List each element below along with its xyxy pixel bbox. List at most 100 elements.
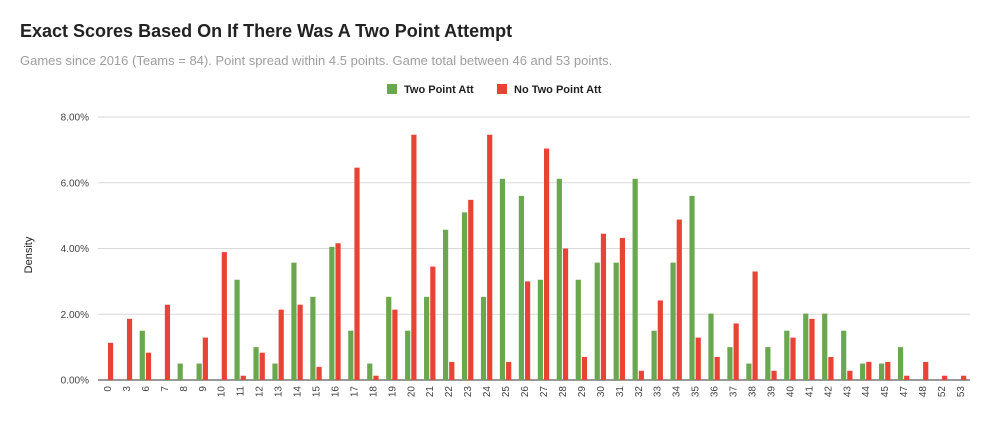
bar-two-point-att (651, 330, 657, 380)
bar-no-two-point-att (657, 300, 663, 380)
bar-no-two-point-att (468, 199, 474, 380)
bar-two-point-att (139, 330, 145, 380)
bar-no-two-point-att (866, 361, 872, 380)
bar-no-two-point-att (202, 337, 208, 380)
x-tick-label: 26 (520, 386, 531, 398)
x-tick-label: 15 (312, 386, 323, 398)
bar-no-two-point-att (392, 309, 398, 380)
x-tick-label: 35 (691, 386, 702, 398)
bar-two-point-att (196, 363, 202, 380)
legend-label-two-point: Two Point Att (404, 84, 474, 96)
bar-no-two-point-att (828, 356, 834, 380)
bar-two-point-att (310, 296, 316, 380)
x-axis-ticks: 0 3 6 7 8 9 10 11 12 13 14 15 16 17 18 19 20 21 22 23 24 25 26… (103, 386, 967, 398)
bar-no-two-point-att (525, 281, 531, 380)
legend: Two Point Att No Two Point Att (387, 84, 602, 96)
bar-two-point-att (708, 313, 714, 380)
bar-two-point-att (822, 313, 828, 380)
bar-no-two-point-att (714, 356, 720, 380)
bar-no-two-point-att (487, 134, 493, 380)
bar-two-point-att (537, 279, 543, 380)
bar-no-two-point-att (297, 304, 303, 380)
bar-two-point-att (613, 262, 619, 380)
x-tick-label: 40 (785, 386, 796, 398)
x-tick-label: 9 (198, 386, 209, 392)
x-tick-label: 12 (255, 386, 266, 398)
bar-two-point-att (841, 330, 847, 380)
x-tick-label: 41 (804, 386, 815, 398)
bar-no-two-point-att (885, 361, 891, 380)
bar-two-point-att (234, 279, 240, 380)
bar-no-two-point-att (619, 237, 626, 380)
x-tick-label: 39 (766, 386, 777, 398)
bar-two-point-att (442, 229, 449, 380)
x-tick-label: 22 (444, 386, 455, 398)
bar-no-two-point-att (506, 361, 512, 380)
x-tick-label: 20 (406, 386, 417, 398)
x-tick-label: 14 (293, 386, 304, 398)
gridlines (98, 116, 970, 381)
bar-two-point-att (424, 296, 430, 380)
bar-no-two-point-att (676, 219, 682, 380)
x-tick-label: 47 (899, 386, 910, 398)
bar-two-point-att (689, 195, 695, 380)
x-tick-label: 38 (748, 386, 759, 398)
bar-two-point-att (386, 296, 392, 380)
x-tick-label: 42 (823, 386, 834, 398)
bar-no-two-point-att (923, 361, 929, 380)
x-tick-label: 17 (349, 386, 360, 398)
bar-two-point-att (177, 363, 183, 380)
y-tick-label: 4.00% (61, 244, 89, 255)
x-tick-label: 3 (122, 386, 133, 392)
chart-subtitle: Games since 2016 (Teams = 84). Point spr… (20, 53, 613, 68)
bar-two-point-att (461, 212, 468, 380)
bar-no-two-point-att (107, 342, 114, 380)
bar-two-point-att (272, 363, 278, 380)
bar-two-point-att (860, 363, 866, 380)
bar-no-two-point-att (562, 248, 569, 380)
x-tick-label: 7 (160, 386, 171, 392)
bar-no-two-point-att (449, 361, 455, 380)
bar-two-point-att (291, 262, 297, 380)
legend-label-no-two-point: No Two Point Att (514, 84, 602, 96)
x-tick-label: 48 (918, 386, 929, 398)
x-tick-label: 52 (937, 386, 948, 398)
x-tick-label: 28 (558, 386, 569, 398)
bar-two-point-att (575, 279, 581, 380)
bar-no-two-point-att (430, 266, 436, 380)
x-tick-label: 10 (217, 386, 228, 398)
bar-two-point-att (518, 195, 525, 380)
x-tick-label: 0 (103, 386, 114, 392)
x-tick-label: 31 (615, 386, 626, 398)
x-tick-label: 36 (710, 386, 721, 398)
x-tick-label: 33 (653, 386, 664, 398)
x-tick-label: 32 (634, 386, 645, 398)
y-tick-label: 6.00% (61, 178, 89, 189)
bar-two-point-att (746, 363, 752, 380)
bar-two-point-att (480, 296, 487, 380)
bar-two-point-att (784, 330, 790, 380)
bar-no-two-point-att (145, 352, 152, 380)
bar-no-two-point-att (126, 318, 133, 380)
bar-no-two-point-att (752, 271, 758, 380)
bar-no-two-point-att (259, 352, 265, 380)
x-tick-label: 30 (596, 386, 607, 398)
x-tick-label: 21 (425, 386, 436, 398)
x-tick-label: 27 (539, 386, 550, 398)
x-tick-label: 23 (463, 386, 474, 398)
legend-swatch-two-point (387, 84, 397, 94)
legend-swatch-no-two-point (497, 84, 507, 94)
bar-two-point-att (348, 330, 354, 380)
bar-two-point-att (803, 313, 809, 380)
bar-no-two-point-att (335, 243, 341, 380)
x-tick-label: 44 (861, 386, 872, 398)
y-axis-title: Density (23, 236, 35, 273)
bar-two-point-att (367, 363, 373, 380)
x-tick-label: 18 (368, 386, 379, 398)
x-tick-label: 37 (729, 386, 740, 398)
bar-no-two-point-att (278, 309, 284, 380)
x-tick-label: 19 (387, 386, 398, 398)
bar-no-two-point-att (581, 356, 588, 380)
bar-no-two-point-att (942, 375, 948, 380)
